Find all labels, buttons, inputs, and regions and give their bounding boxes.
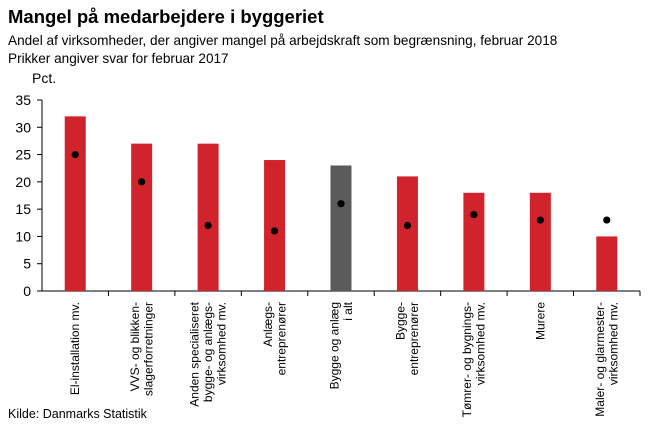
x-tick-label: Anden specialiseretbygge- og anlægs-virk… (188, 301, 229, 406)
chart-title: Mangel på medarbejdere i byggeriet (8, 6, 324, 27)
y-tick-label: 15 (15, 201, 31, 217)
dot-marker (71, 150, 79, 159)
y-tick-label: 20 (15, 174, 31, 190)
x-tick-label: Murere (533, 302, 547, 340)
bar (463, 192, 485, 291)
x-tick-label: Bygge og anlægi alt (327, 301, 355, 389)
bar (197, 143, 219, 291)
y-tick-label: 10 (15, 228, 31, 244)
bar (264, 160, 286, 291)
y-tick-label: 35 (15, 92, 31, 108)
bar (330, 165, 352, 291)
bar (64, 116, 86, 291)
chart-note: Prikker angiver svar for februar 2017 (8, 51, 229, 66)
bar (131, 143, 153, 291)
x-tick-label: El-installation mv. (68, 302, 82, 395)
x-tick-label: Bygge-entreprenører (394, 302, 422, 375)
y-tick-label: 0 (23, 283, 31, 299)
y-tick-label: 30 (15, 119, 31, 135)
x-tick-label: Anlægs-entreprenører (261, 302, 289, 375)
chart-subtitle: Andel af virksomheder, der angiver mange… (8, 33, 558, 48)
y-axis-label: Pct. (32, 70, 56, 86)
bar (529, 192, 551, 291)
x-tick-label: Maler- og glarmester-virksomhed mv. (593, 302, 621, 417)
y-tick-label: 5 (23, 256, 31, 272)
source-note: Kilde: Danmarks Statistik (8, 407, 147, 421)
dot-marker (138, 178, 146, 186)
dot-marker (270, 227, 279, 235)
dot-marker (603, 216, 611, 224)
dot-marker (337, 200, 345, 208)
x-tick-label: VVS- og blikken-slagerforretninger (128, 302, 156, 396)
dot-marker (204, 221, 212, 230)
bar (596, 236, 618, 291)
dot-marker (536, 216, 544, 224)
x-tick-label: Tømrer- og bygnings-virksomhed mv. (460, 302, 488, 417)
bar (396, 176, 418, 291)
dot-marker (470, 211, 478, 219)
y-tick-label: 25 (15, 147, 31, 163)
dot-marker (403, 221, 412, 230)
